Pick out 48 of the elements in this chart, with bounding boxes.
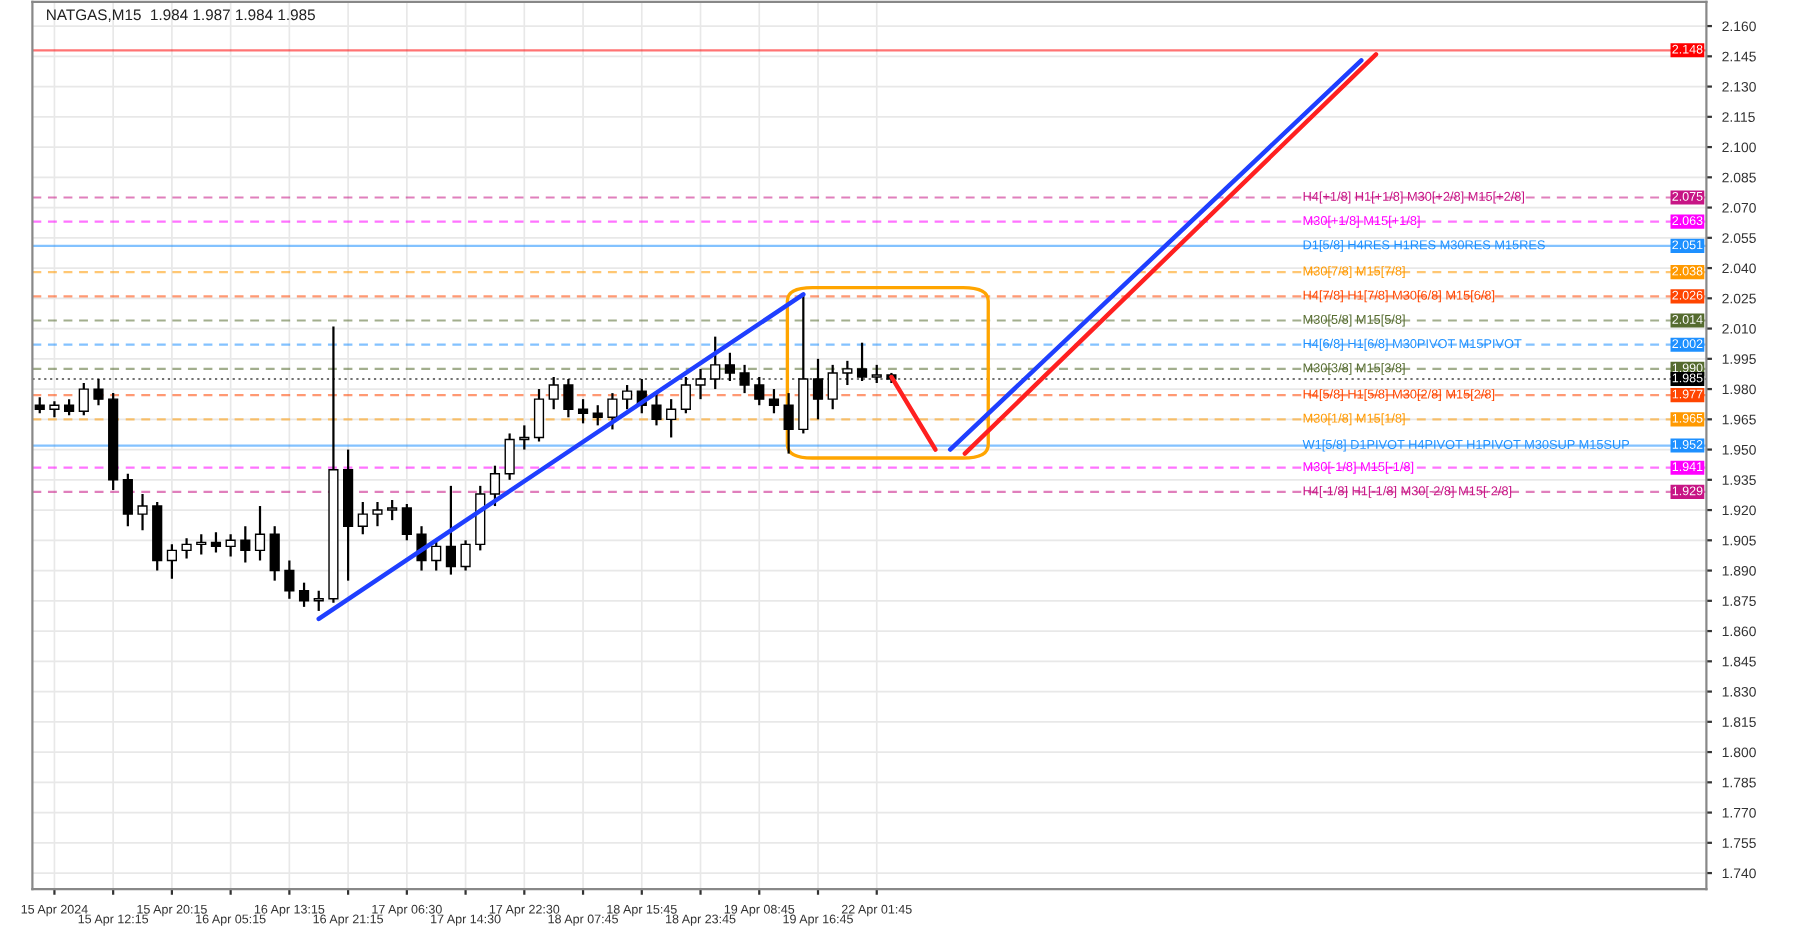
candlestick (783, 391, 794, 455)
candlestick (768, 387, 780, 415)
candlestick (856, 341, 868, 383)
candlestick (739, 363, 750, 395)
candlestick (196, 533, 207, 556)
candlestick (680, 375, 691, 415)
candlestick (592, 404, 603, 427)
candlestick (710, 335, 721, 391)
candlestick (401, 502, 412, 542)
candlestick (137, 492, 148, 532)
candlestick (181, 537, 192, 560)
candlestick (577, 398, 589, 425)
candlestick (313, 589, 324, 613)
candlestick (724, 351, 736, 383)
candlestick (504, 432, 515, 481)
candlestick (78, 381, 89, 417)
candlestick (563, 377, 574, 419)
candlestick (372, 500, 383, 528)
candlestick (812, 357, 824, 421)
candlestick (651, 391, 662, 427)
candlestick (489, 464, 501, 508)
candlestick (842, 359, 853, 387)
candlestick (827, 363, 838, 411)
candlestick (607, 391, 618, 431)
candlestick (166, 543, 178, 580)
candlestick (622, 383, 633, 411)
candlestick (210, 531, 222, 554)
candlestick (298, 581, 310, 608)
candlestick (445, 484, 457, 576)
candlestick (240, 525, 251, 564)
candlestick (431, 539, 442, 572)
candlestick (871, 363, 882, 385)
candlestick (49, 400, 60, 419)
candlestick (284, 559, 295, 600)
candlestick (460, 539, 471, 572)
candlestick (533, 387, 545, 443)
candlestick (357, 500, 368, 536)
candlestick (93, 377, 104, 407)
candlestick (269, 525, 280, 582)
candlestick (122, 472, 133, 528)
candlestick (754, 375, 765, 407)
candlestick (254, 504, 266, 562)
candlestick (519, 424, 530, 451)
candlestick (695, 367, 706, 401)
candlestick (548, 375, 559, 411)
candlestick (225, 533, 236, 558)
candlestick (666, 398, 677, 439)
candlestick (387, 498, 398, 522)
